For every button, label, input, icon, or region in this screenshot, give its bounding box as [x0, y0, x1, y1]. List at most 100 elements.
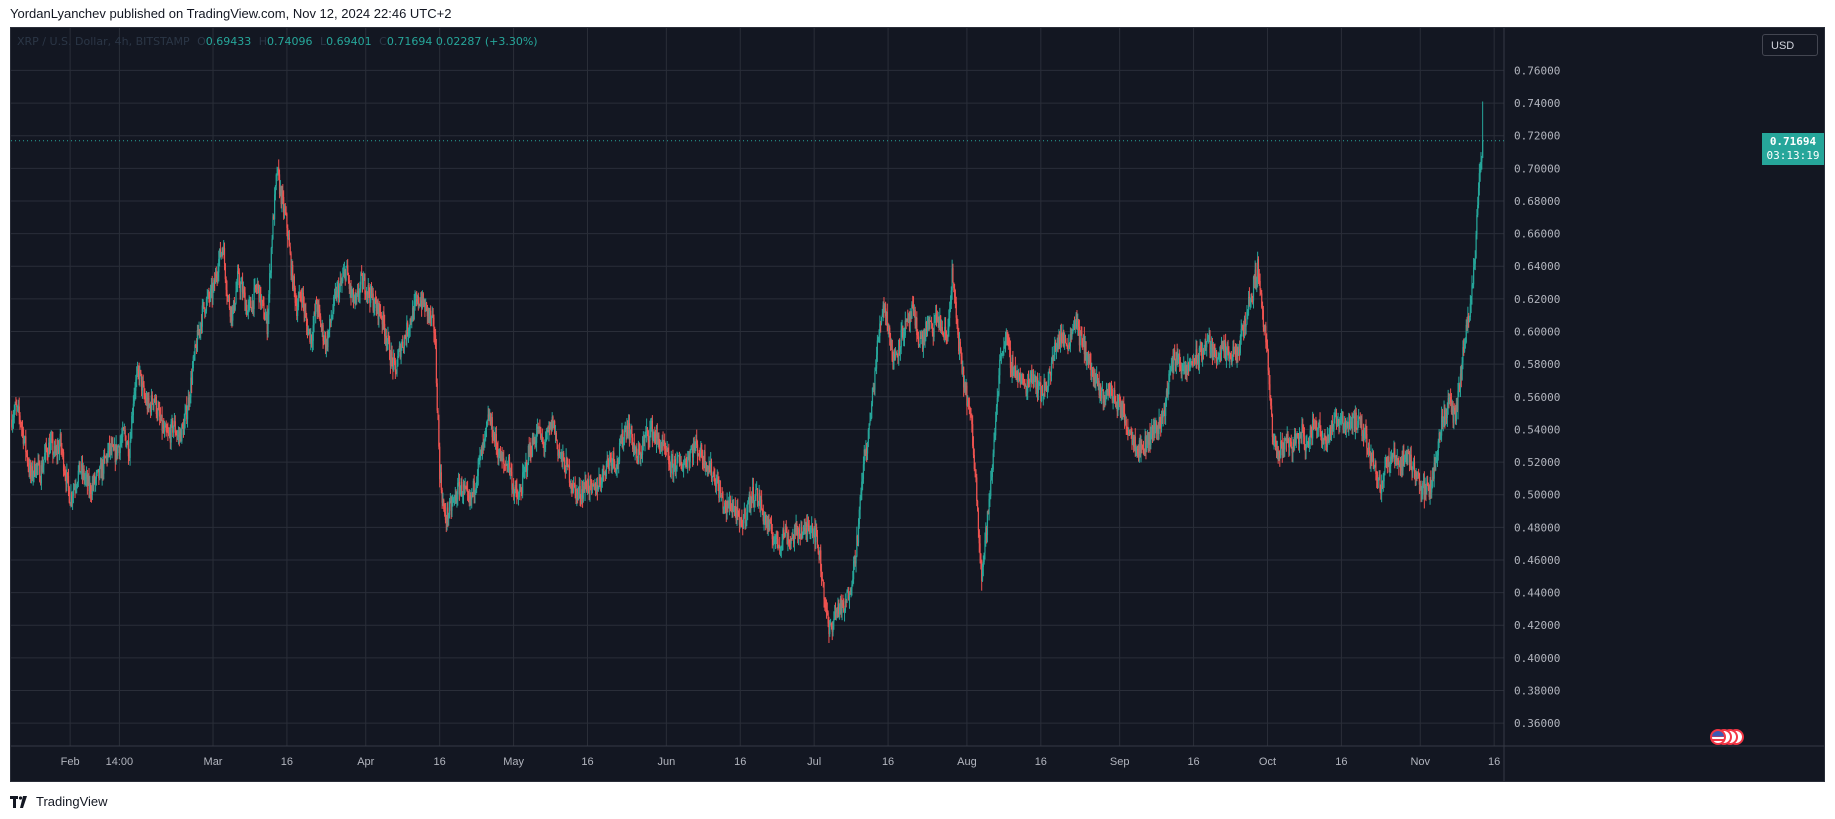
- candle: [676, 451, 678, 472]
- candle: [83, 465, 85, 485]
- candle: [249, 296, 251, 311]
- currency-unit-button[interactable]: USD: [1762, 34, 1818, 56]
- candle: [370, 284, 372, 308]
- candle: [73, 483, 75, 491]
- candle: [834, 604, 836, 621]
- candle: [721, 487, 723, 499]
- candle: [1399, 460, 1401, 468]
- candle: [200, 321, 202, 340]
- candle: [558, 442, 561, 459]
- candle: [260, 286, 262, 310]
- economic-events[interactable]: [1708, 729, 1748, 747]
- candle: [671, 454, 673, 468]
- candle: [134, 382, 136, 401]
- candle: [482, 434, 484, 454]
- candle: [752, 477, 754, 508]
- candle: [556, 439, 558, 450]
- candle: [1078, 319, 1081, 352]
- x-tick-label: Mar: [204, 756, 223, 768]
- candle: [1029, 370, 1031, 392]
- candle: [1110, 382, 1112, 399]
- price-chart[interactable]: 0.360000.380000.400000.420000.440000.460…: [11, 28, 1824, 781]
- candle: [537, 422, 539, 435]
- candle: [864, 449, 866, 456]
- candle: [76, 481, 79, 489]
- candle: [276, 166, 278, 182]
- candle: [728, 491, 731, 516]
- candle: [1366, 425, 1368, 458]
- candle: [701, 442, 703, 459]
- candle: [1305, 435, 1307, 460]
- candle: [1196, 340, 1198, 370]
- candle: [117, 444, 120, 448]
- candle: [1185, 361, 1187, 381]
- chart-pane[interactable]: 0.36000 0.38000 0.40000 0.42000 0.44000 0.460…: [10, 27, 1825, 782]
- candle: [695, 434, 697, 452]
- candle: [1100, 383, 1102, 402]
- candle: [1166, 380, 1168, 398]
- candle: [35, 462, 38, 479]
- footer-branding: TradingView: [10, 794, 108, 809]
- candle: [1404, 450, 1407, 463]
- candle: [1109, 382, 1111, 398]
- candle: [666, 441, 668, 452]
- candle: [1087, 350, 1090, 369]
- candle: [1162, 410, 1164, 427]
- candle: [125, 435, 127, 448]
- candle: [1111, 385, 1113, 404]
- candle: [167, 422, 169, 442]
- candle: [204, 307, 206, 319]
- candle: [1098, 371, 1100, 399]
- candle: [1204, 338, 1206, 355]
- candle: [1385, 454, 1387, 468]
- candle: [1005, 328, 1007, 346]
- candle: [270, 246, 272, 279]
- candle: [806, 514, 809, 542]
- candle: [795, 514, 797, 536]
- candle: [712, 471, 714, 477]
- candle: [742, 514, 745, 529]
- candle: [1286, 426, 1288, 444]
- candle: [236, 278, 238, 293]
- candle: [891, 339, 893, 362]
- candle: [529, 442, 531, 461]
- candle: [819, 546, 821, 561]
- candle: [1466, 316, 1468, 331]
- candle: [1026, 386, 1028, 400]
- candle: [274, 185, 277, 201]
- candle: [788, 539, 791, 550]
- candle: [646, 418, 648, 443]
- candle: [456, 491, 458, 508]
- candle: [346, 260, 348, 268]
- candle: [1250, 293, 1252, 308]
- candle: [1256, 276, 1258, 293]
- candle: [426, 304, 428, 325]
- candle: [715, 478, 717, 493]
- candle: [517, 489, 519, 500]
- candle: [834, 602, 837, 620]
- candle: [1312, 411, 1314, 445]
- candle: [595, 478, 598, 496]
- candle: [958, 332, 961, 361]
- us-flag-event-icon[interactable]: [1710, 729, 1726, 745]
- candle: [1453, 405, 1455, 430]
- candle: [542, 437, 544, 449]
- candle: [1175, 351, 1177, 375]
- candle: [1216, 357, 1218, 366]
- candle: [1400, 456, 1402, 478]
- candle: [1027, 373, 1029, 400]
- candle: [72, 483, 75, 504]
- candle: [882, 301, 884, 322]
- candle: [1451, 399, 1453, 416]
- candle: [890, 338, 892, 351]
- candle: [859, 494, 861, 520]
- candle: [163, 420, 166, 438]
- candle: [714, 468, 716, 486]
- candle: [68, 485, 70, 504]
- candle: [1416, 471, 1418, 482]
- candle: [374, 297, 376, 316]
- candle: [437, 407, 439, 421]
- candle: [570, 478, 572, 494]
- candle: [110, 436, 112, 456]
- candle: [147, 392, 149, 413]
